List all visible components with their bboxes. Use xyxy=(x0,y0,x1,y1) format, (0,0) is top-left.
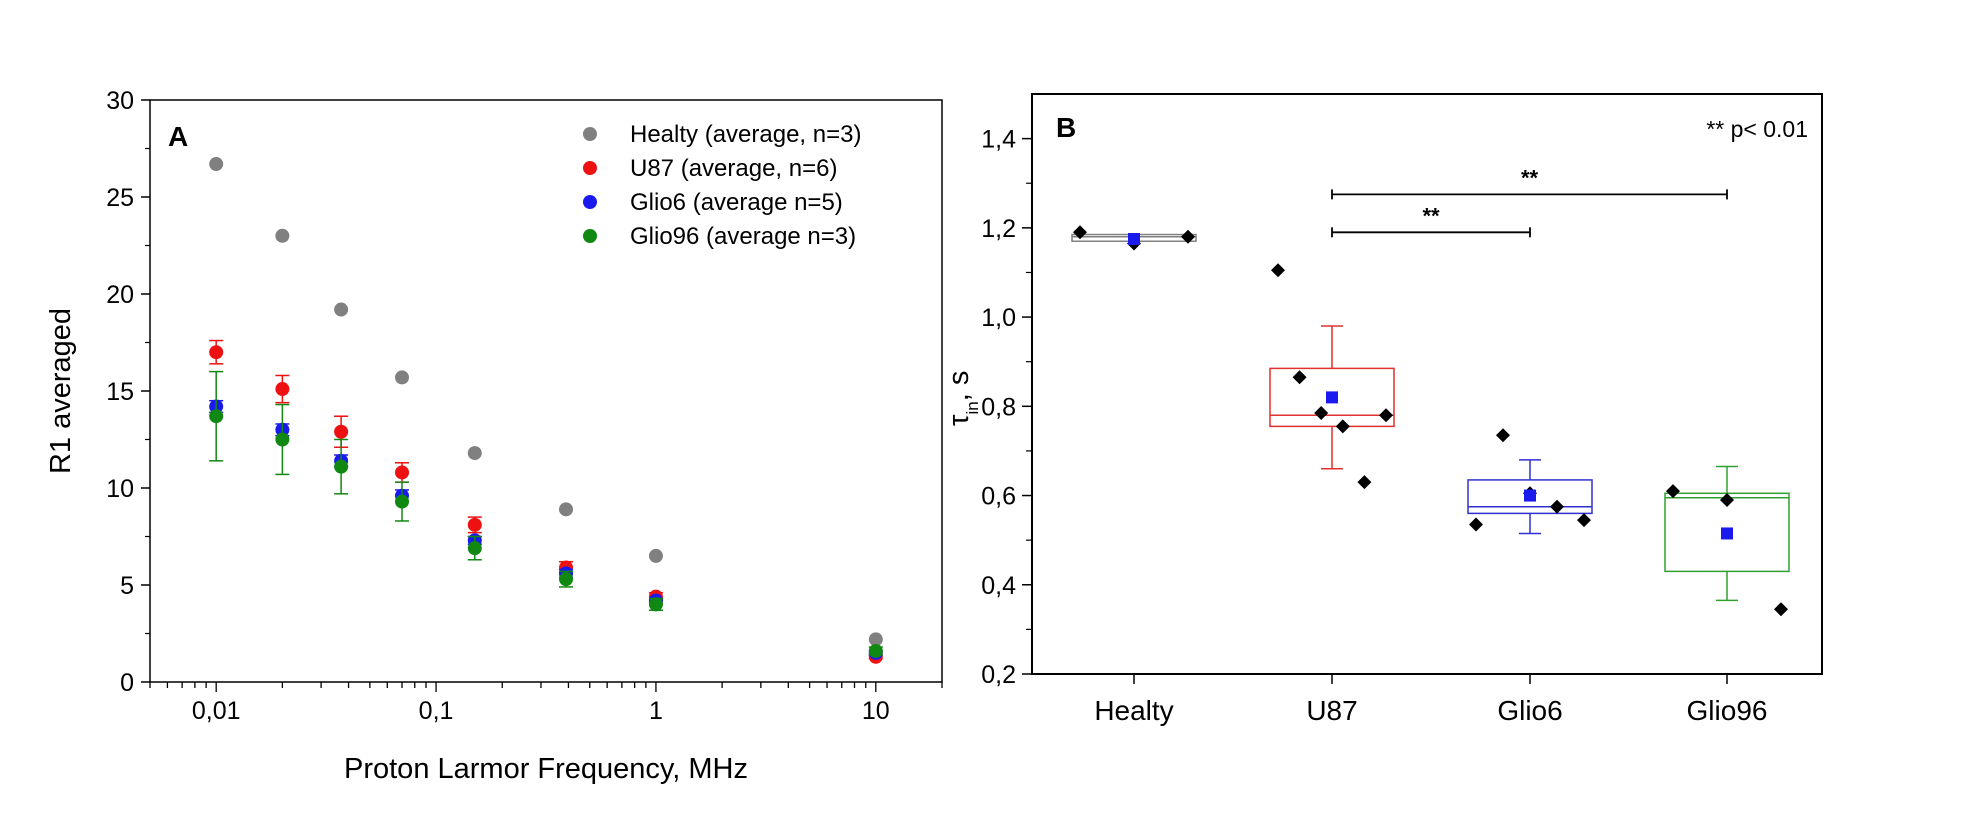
legend-label: Healty (average, n=3) xyxy=(630,121,861,148)
data-point xyxy=(648,548,663,563)
data-point xyxy=(1720,493,1734,507)
data-point xyxy=(395,370,410,385)
y-tick-label: 0,4 xyxy=(981,572,1016,600)
box xyxy=(1467,479,1593,515)
legend-marker xyxy=(583,161,597,175)
data-point xyxy=(209,157,224,172)
mean-marker xyxy=(1128,233,1140,245)
x-category-label: Glio96 xyxy=(1687,695,1768,726)
series-1 xyxy=(209,339,883,664)
data-point xyxy=(334,424,349,439)
legend-label: Glio6 (average n=5) xyxy=(630,189,843,216)
panel-b-chart: 0,2 0,4 0,6 0,8 1,0 1,2 1,4 Healty U87 Glio6 Glio9… xyxy=(943,93,1823,726)
data-point xyxy=(1314,406,1329,420)
box-group-healty xyxy=(1071,225,1197,251)
data-point xyxy=(559,572,574,587)
significance-note: ** p< 0.01 xyxy=(1706,116,1808,142)
y-tick-label: 25 xyxy=(106,184,134,212)
y-tick-label: 0 xyxy=(120,669,134,697)
x-tick-label: 0,01 xyxy=(192,697,241,725)
data-point xyxy=(334,302,349,317)
plot-frame xyxy=(1031,93,1823,675)
data-point xyxy=(467,517,482,532)
y-tick-label: 15 xyxy=(106,378,134,406)
panel-label-b: B xyxy=(1056,112,1076,143)
y-tick-label: 30 xyxy=(106,87,134,115)
data-point xyxy=(275,382,290,397)
data-point xyxy=(868,632,883,647)
y-axis-title: R1 averaged xyxy=(45,308,77,474)
legend-marker xyxy=(583,195,597,209)
data-point xyxy=(209,345,224,360)
data-point xyxy=(1357,475,1372,490)
data-point xyxy=(1073,225,1087,240)
data-point xyxy=(1496,428,1510,443)
x-tick-label: 10 xyxy=(862,697,890,725)
mean-marker xyxy=(1721,527,1733,540)
data-point xyxy=(1271,263,1285,278)
data-point xyxy=(334,459,349,474)
data-point xyxy=(1292,370,1307,385)
mean-marker xyxy=(1326,391,1338,404)
data-point xyxy=(1379,408,1393,423)
data-point xyxy=(209,409,224,424)
box xyxy=(1269,367,1395,428)
x-tick-label: 0,1 xyxy=(419,697,454,725)
mean-marker xyxy=(1524,489,1536,502)
significance-label: ** xyxy=(1422,203,1440,228)
data-point xyxy=(1469,517,1483,532)
panel-a-chart: 0 5 10 15 20 25 30 0,01 0,1 1 10 Proton Larmor Freq… xyxy=(45,87,943,785)
data-point xyxy=(467,541,482,556)
data-point xyxy=(395,494,410,509)
y-tick-label: 5 xyxy=(120,572,134,600)
x-category-label: U87 xyxy=(1306,695,1357,726)
legend: Healty (average, n=3) U87 (average, n=6) G… xyxy=(583,121,861,250)
data-point xyxy=(467,446,482,461)
significance-bracket: ** xyxy=(1331,165,1728,200)
legend-marker xyxy=(583,229,597,243)
data-point xyxy=(275,432,290,447)
data-point xyxy=(1181,229,1195,244)
legend-label: U87 (average, n=6) xyxy=(630,155,837,182)
series-3 xyxy=(209,370,883,658)
y-tick-label: 0,8 xyxy=(981,393,1016,421)
data-point xyxy=(1335,419,1350,434)
y-tick-label: 0,6 xyxy=(981,483,1016,511)
data-point xyxy=(1550,499,1564,514)
x-category-label: Healty xyxy=(1094,695,1173,726)
plot-frame xyxy=(149,99,943,683)
y-tick-label: 20 xyxy=(106,281,134,309)
data-point xyxy=(1774,602,1788,617)
legend-label: Glio96 (average n=3) xyxy=(630,223,856,250)
legend-marker xyxy=(583,127,597,141)
x-axis-title: Proton Larmor Frequency, MHz xyxy=(344,753,748,785)
panel-label-a: A xyxy=(168,121,188,152)
y-axis-title: τin, s xyxy=(943,371,982,426)
box-group-glio96 xyxy=(1664,465,1790,617)
data-point xyxy=(395,465,410,480)
x-category-label: Glio6 xyxy=(1497,695,1562,726)
y-tick-label: 1,2 xyxy=(981,215,1016,243)
series-0 xyxy=(209,157,883,647)
data-point xyxy=(1577,513,1591,528)
y-tick-label: 0,2 xyxy=(981,661,1016,689)
significance-label: ** xyxy=(1521,165,1539,190)
series-2 xyxy=(209,399,883,660)
data-point xyxy=(868,643,883,658)
data-point xyxy=(559,502,574,517)
box-group-u87 xyxy=(1269,263,1395,490)
box-group-glio6 xyxy=(1467,428,1593,535)
data-point xyxy=(648,597,663,612)
y-tick-label: 1,0 xyxy=(981,304,1016,332)
y-tick-label: 1,4 xyxy=(981,126,1016,154)
data-point xyxy=(1666,484,1680,499)
y-tick-label: 10 xyxy=(106,475,134,503)
significance-bracket: ** xyxy=(1331,203,1531,238)
data-point xyxy=(275,228,290,243)
x-tick-label: 1 xyxy=(649,697,663,725)
